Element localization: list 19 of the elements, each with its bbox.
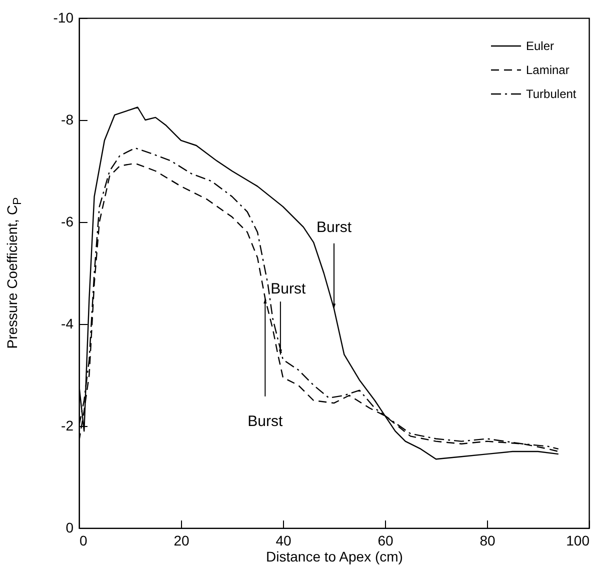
y-tick-label: -4: [61, 316, 74, 332]
y-tick-label: -10: [53, 10, 74, 26]
x-tick-label: 0: [80, 532, 88, 548]
annotation: Burst: [248, 412, 284, 430]
annotation: Burst: [316, 219, 352, 236]
legend-label: Laminar: [526, 63, 570, 77]
y-tick-label: -6: [61, 214, 74, 230]
x-tick-label: 60: [378, 532, 394, 548]
x-axis-title: Distance to Apex (cm): [266, 548, 403, 564]
legend-label: Euler: [526, 39, 554, 53]
x-tick-label: 100: [566, 532, 590, 548]
legend-label: Turbulent: [526, 87, 577, 101]
annotation: Burst: [270, 280, 306, 298]
y-tick-label: 0: [66, 520, 74, 536]
y-tick-label: -2: [61, 418, 74, 434]
y-tick-label: -8: [61, 112, 74, 128]
x-tick-label: 20: [174, 532, 190, 548]
x-tick-label: 80: [480, 532, 496, 548]
x-tick-label: 40: [276, 532, 292, 548]
